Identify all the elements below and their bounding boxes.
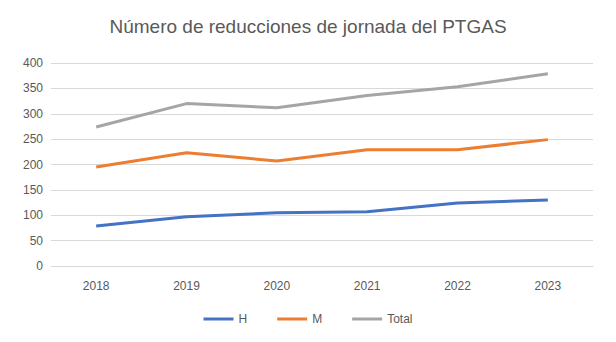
svg-text:2021: 2021 <box>354 279 381 293</box>
svg-text:0: 0 <box>36 259 43 273</box>
svg-text:100: 100 <box>23 208 43 222</box>
svg-text:M: M <box>312 312 322 326</box>
svg-text:Total: Total <box>387 312 412 326</box>
svg-text:2018: 2018 <box>83 279 110 293</box>
svg-text:150: 150 <box>23 183 43 197</box>
svg-text:50: 50 <box>30 234 44 248</box>
svg-text:Número de reducciones de jorna: Número de reducciones de jornada del PTG… <box>109 16 506 37</box>
svg-text:350: 350 <box>23 81 43 95</box>
svg-text:2023: 2023 <box>534 279 561 293</box>
svg-text:400: 400 <box>23 56 43 70</box>
svg-text:300: 300 <box>23 107 43 121</box>
svg-text:250: 250 <box>23 132 43 146</box>
svg-text:H: H <box>238 312 247 326</box>
svg-text:200: 200 <box>23 158 43 172</box>
svg-text:2022: 2022 <box>444 279 471 293</box>
svg-text:2020: 2020 <box>263 279 290 293</box>
svg-text:2019: 2019 <box>173 279 200 293</box>
